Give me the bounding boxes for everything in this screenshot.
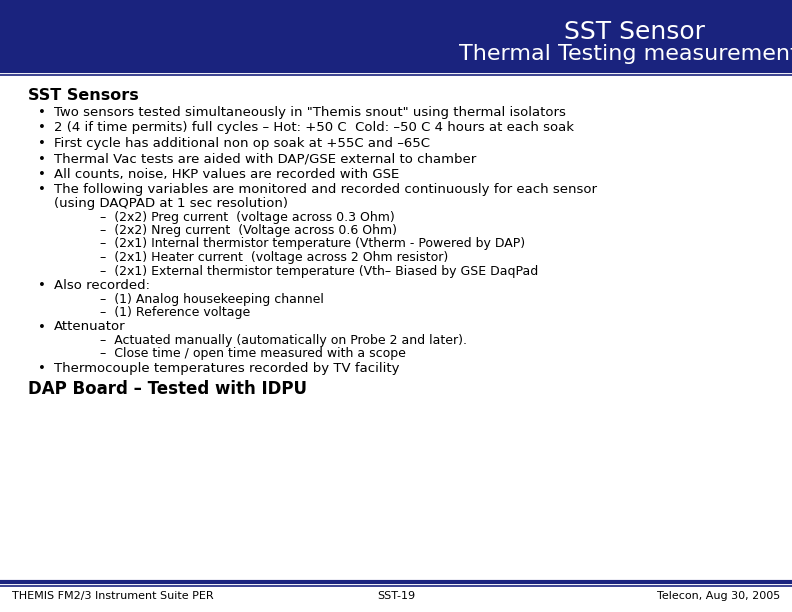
Text: Thermocouple temperatures recorded by TV facility: Thermocouple temperatures recorded by TV… <box>54 362 399 375</box>
Text: •: • <box>38 279 46 292</box>
Text: Also recorded:: Also recorded: <box>54 279 150 292</box>
Text: •: • <box>38 122 46 135</box>
Text: –  (2x2) Preg current  (voltage across 0.3 Ohm): – (2x2) Preg current (voltage across 0.3… <box>100 211 394 223</box>
Text: •: • <box>38 106 46 119</box>
Text: (using DAQPAD at 1 sec resolution): (using DAQPAD at 1 sec resolution) <box>54 197 288 210</box>
Text: –  Close time / open time measured with a scope: – Close time / open time measured with a… <box>100 348 406 360</box>
Text: First cycle has additional non op soak at +55C and –65C: First cycle has additional non op soak a… <box>54 137 430 150</box>
Text: •: • <box>38 152 46 165</box>
Text: •: • <box>38 137 46 150</box>
Text: All counts, noise, HKP values are recorded with GSE: All counts, noise, HKP values are record… <box>54 168 399 181</box>
Text: The following variables are monitored and recorded continuously for each sensor: The following variables are monitored an… <box>54 184 597 196</box>
Text: –  (2x1) Heater current  (voltage across 2 Ohm resistor): – (2x1) Heater current (voltage across 2… <box>100 251 448 264</box>
Text: –  (2x2) Nreg current  (Voltage across 0.6 Ohm): – (2x2) Nreg current (Voltage across 0.6… <box>100 224 397 237</box>
Text: Telecon, Aug 30, 2005: Telecon, Aug 30, 2005 <box>657 591 780 601</box>
Text: 2 (4 if time permits) full cycles – Hot: +50 C  Cold: –50 C 4 hours at each soak: 2 (4 if time permits) full cycles – Hot:… <box>54 122 574 135</box>
Text: SST-19: SST-19 <box>377 591 415 601</box>
Text: •: • <box>38 168 46 181</box>
Text: –  (2x1) Internal thermistor temperature (Vtherm - Powered by DAP): – (2x1) Internal thermistor temperature … <box>100 237 525 250</box>
Bar <box>0 0 792 70</box>
Text: Attenuator: Attenuator <box>54 321 126 334</box>
Text: –  (1) Reference voltage: – (1) Reference voltage <box>100 306 250 319</box>
Text: DAP Board – Tested with IDPU: DAP Board – Tested with IDPU <box>28 379 307 398</box>
Text: •: • <box>38 321 46 334</box>
Text: Thermal Vac tests are aided with DAP/GSE external to chamber: Thermal Vac tests are aided with DAP/GSE… <box>54 152 476 165</box>
Text: •: • <box>38 184 46 196</box>
Text: Thermal Testing measurements: Thermal Testing measurements <box>459 44 792 64</box>
Text: SST Sensors: SST Sensors <box>28 88 139 103</box>
Text: –  (1) Analog housekeeping channel: – (1) Analog housekeeping channel <box>100 293 324 305</box>
Text: –  (2x1) External thermistor temperature (Vth– Biased by GSE DaqPad: – (2x1) External thermistor temperature … <box>100 264 539 277</box>
Text: •: • <box>38 362 46 375</box>
Text: THEMIS FM2/3 Instrument Suite PER: THEMIS FM2/3 Instrument Suite PER <box>12 591 214 601</box>
Text: –  Actuated manually (automatically on Probe 2 and later).: – Actuated manually (automatically on Pr… <box>100 334 467 347</box>
Text: Two sensors tested simultaneously in "Themis snout" using thermal isolators: Two sensors tested simultaneously in "Th… <box>54 106 565 119</box>
Text: SST Sensor: SST Sensor <box>565 20 706 44</box>
